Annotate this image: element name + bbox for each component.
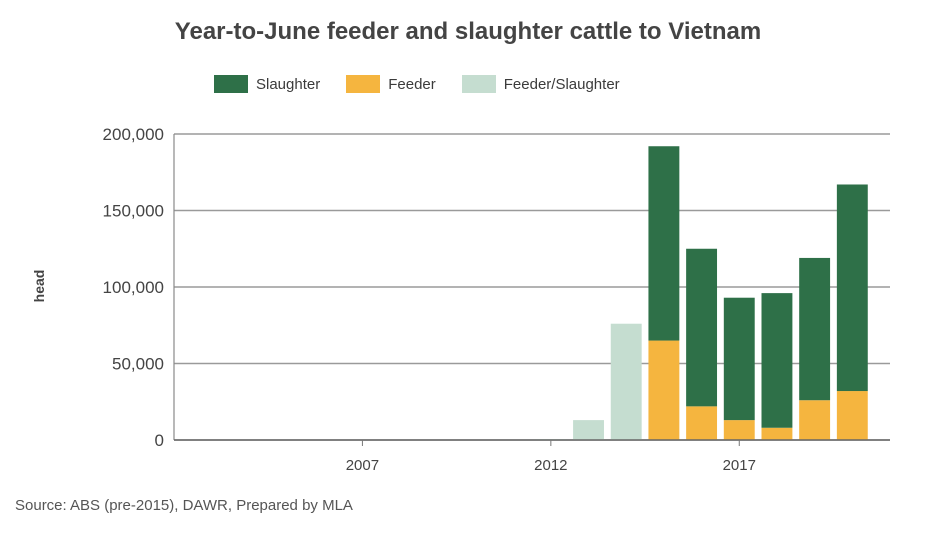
x-tick-label: 2007 [346, 457, 379, 474]
bar-feeder-2019 [799, 400, 831, 440]
bar-slaughter-2019 [799, 257, 831, 401]
bar-feeder-2017 [723, 420, 755, 440]
y-tick-label: 100,000 [103, 278, 164, 297]
bar-feeder-2020 [836, 391, 868, 440]
y-tick-label: 150,000 [103, 202, 164, 221]
x-tick-label: 2017 [723, 457, 756, 474]
legend-item-feeder: Feeder [346, 75, 436, 93]
source-note: Source: ABS (pre-2015), DAWR, Prepared b… [15, 497, 353, 514]
y-tick-label: 200,000 [103, 125, 164, 144]
legend-label-feeder: Feeder [388, 75, 436, 93]
bar-slaughter-2017 [723, 297, 755, 421]
legend-label-feeder-slaughter: Feeder/Slaughter [503, 75, 620, 93]
legend-item-feeder-slaughter: Feeder/Slaughter [461, 75, 620, 93]
bar-slaughter-2020 [836, 184, 868, 392]
legend-swatch-feeder-slaughter [461, 75, 496, 93]
x-tick-label: 2012 [534, 457, 567, 474]
bar-feeder-2018 [761, 427, 793, 440]
bar-feeder-slaughter-2013 [573, 420, 604, 440]
axes: 0 50,000 100,000 150,000 200,000 2007 2012 2017 [103, 125, 890, 474]
bar-feeder-slaughter-2014 [610, 323, 642, 440]
chart-title: Year-to-June feeder and slaughter cattle… [174, 18, 762, 45]
y-tick-label: 0 [155, 431, 164, 450]
legend-swatch-feeder [346, 75, 381, 93]
chart-legend: Slaughter Feeder Feeder/Slaughter [214, 74, 646, 94]
y-axis-label: head [31, 270, 47, 303]
bar-slaughter-2015 [648, 146, 680, 341]
y-tick-label: 50,000 [112, 355, 164, 374]
legend-swatch-slaughter [214, 75, 248, 93]
bar-slaughter-2018 [761, 293, 793, 428]
bar-feeder-2016 [686, 406, 718, 440]
bars [535, 146, 868, 440]
bar-feeder-2015 [648, 340, 680, 440]
legend-label-slaughter: Slaughter [256, 75, 321, 93]
legend-item-slaughter: Slaughter [214, 75, 320, 93]
bar-slaughter-2016 [686, 248, 718, 407]
